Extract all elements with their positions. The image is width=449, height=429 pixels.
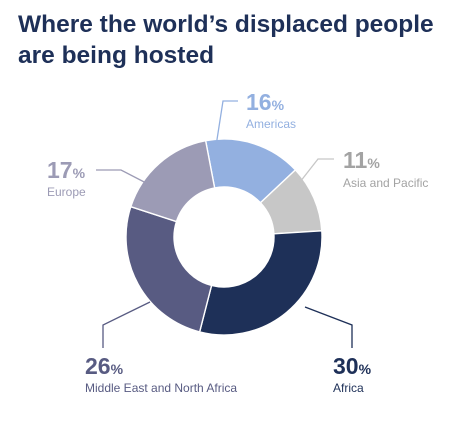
category-label-africa: Africa: [333, 381, 364, 395]
leader-line-mena: [102, 301, 151, 348]
slice-labels: 16% Americas 11% Asia and Pacific 30% Africa 2…: [47, 89, 428, 395]
value-label-europe: 17%: [47, 157, 86, 183]
category-label-mena: Middle East and North Africa: [85, 381, 237, 395]
value-label-americas: 16%: [246, 89, 285, 115]
category-label-europe: Europe: [47, 185, 86, 199]
chart-title-line-2: are being hosted: [18, 42, 214, 69]
leader-line-asia-pacific: [299, 158, 334, 183]
chart-title-line-1: Where the world’s displaced people: [18, 11, 434, 38]
slice-mena: [125, 206, 213, 333]
donut-slices: [125, 138, 323, 336]
value-label-asia-pacific: 11%: [343, 147, 380, 173]
value-label-africa: 30%: [333, 353, 372, 379]
category-label-asia-pacific: Asia and Pacific: [343, 176, 428, 190]
leader-line-africa: [304, 306, 353, 348]
category-label-americas: Americas: [246, 117, 296, 131]
leader-lines: [96, 100, 353, 348]
value-label-mena: 26%: [85, 353, 124, 379]
slice-africa: [198, 230, 323, 336]
leader-line-europe: [96, 169, 151, 186]
slice-europe: [130, 140, 216, 223]
leader-line-americas: [215, 100, 238, 147]
